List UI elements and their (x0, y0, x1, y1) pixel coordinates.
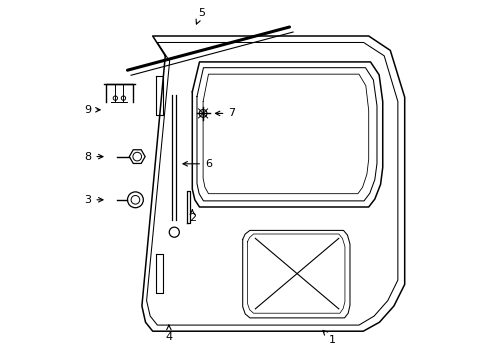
Text: 5: 5 (196, 8, 204, 24)
Text: 1: 1 (322, 330, 336, 345)
Text: 2: 2 (188, 210, 196, 223)
Text: 7: 7 (215, 108, 235, 118)
Text: 9: 9 (84, 105, 100, 115)
Text: 3: 3 (84, 195, 103, 205)
Text: 4: 4 (165, 325, 172, 342)
Text: 6: 6 (183, 159, 212, 169)
Text: 8: 8 (84, 152, 103, 162)
